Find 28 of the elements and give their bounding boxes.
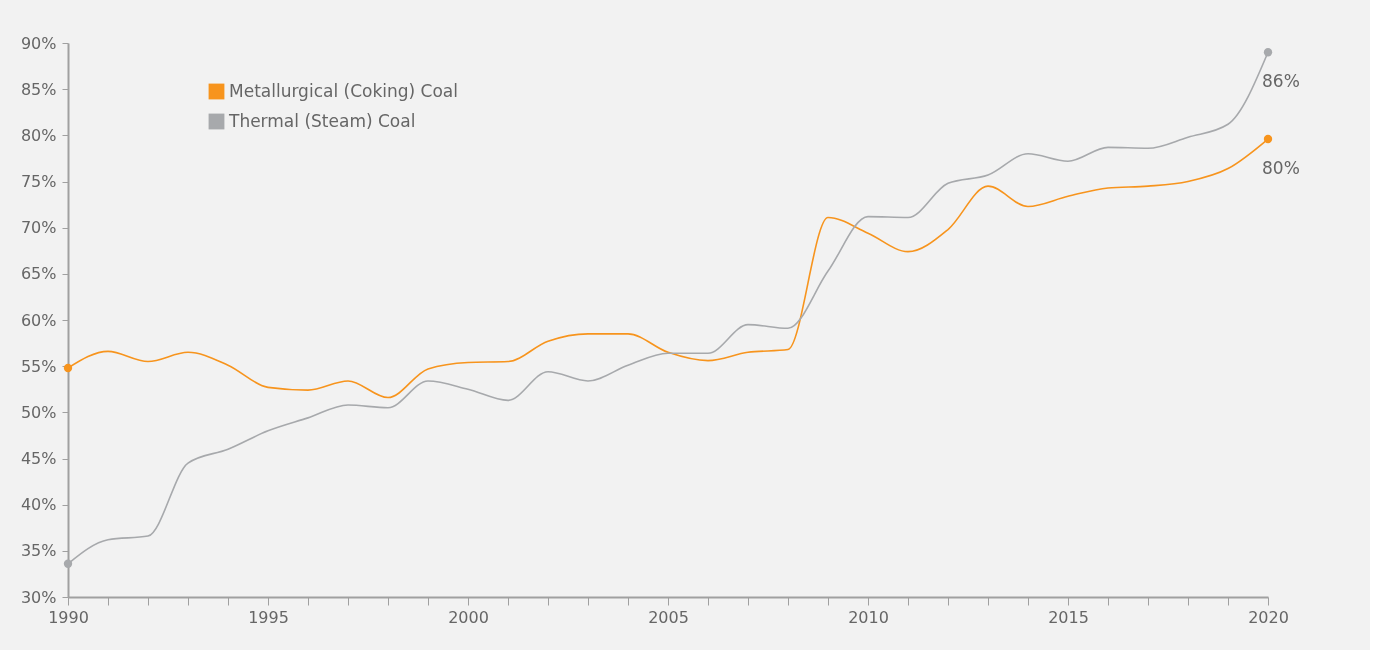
point: [1263, 134, 1273, 144]
x-tick-label: 2015: [1048, 607, 1089, 627]
x-tick-label: 2010: [848, 607, 889, 627]
y-tick-label: 80%: [20, 125, 57, 145]
x-tick-label: 1995: [248, 607, 289, 627]
y-tick-label: 50%: [20, 402, 57, 422]
annotation: 86%: [1262, 71, 1300, 92]
y-tick-label: 70%: [20, 218, 57, 238]
x-tick-label: 2000: [448, 607, 489, 627]
point: [1263, 48, 1273, 57]
point: [63, 559, 73, 568]
legend-label: Thermal (Steam) Coal: [228, 110, 416, 131]
annotation: 80%: [1262, 158, 1300, 179]
x-tick-label: 1990: [48, 607, 89, 627]
legend-label: Metallurgical (Coking) Coal: [229, 80, 459, 101]
y-tick-label: 35%: [20, 541, 57, 561]
y-tick-label: 45%: [20, 449, 57, 468]
y-tick-label: 30%: [20, 587, 57, 607]
y-tick-label: 65%: [20, 264, 57, 284]
x-tick-label: 2005: [648, 607, 689, 627]
y-tick-label: 55%: [20, 356, 57, 376]
point: [63, 363, 73, 373]
y-tick-label: 85%: [20, 79, 57, 99]
y-tick-label: 60%: [20, 310, 57, 330]
y-tick-label: 90%: [20, 33, 57, 53]
x-tick-label: 2020: [1248, 607, 1289, 627]
y-tick-label: 40%: [20, 495, 57, 515]
y-tick-label: 75%: [20, 172, 57, 191]
